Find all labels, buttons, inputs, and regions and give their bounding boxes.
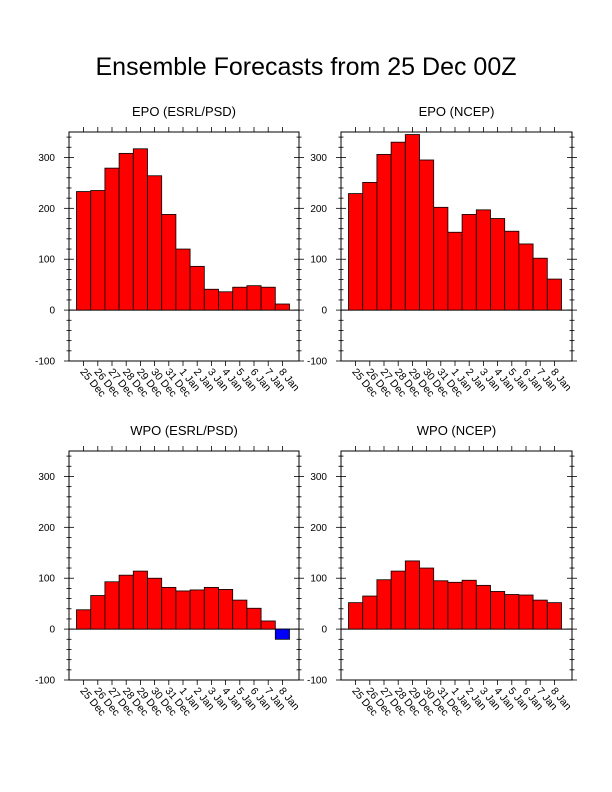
bar-8-jan <box>546 602 562 630</box>
bar-2-jan <box>461 579 477 630</box>
bar-2-jan <box>189 589 205 630</box>
plot-frame <box>68 450 300 681</box>
y-tick-label: -100 <box>307 676 327 687</box>
y-tick-label: 200 <box>38 204 55 215</box>
bar-27-dec <box>376 579 392 630</box>
bar-25-dec <box>76 191 92 311</box>
bar-30-dec <box>419 567 435 630</box>
bar-8-jan <box>546 278 562 311</box>
bar-29-dec <box>404 560 420 630</box>
bar-25-dec <box>348 193 364 311</box>
y-tick-label: 300 <box>310 153 327 164</box>
bar-25-dec <box>76 609 92 630</box>
figure-title: Ensemble Forecasts from 25 Dec 00Z <box>96 53 517 81</box>
y-tick-label: 0 <box>321 625 327 636</box>
bar-8-jan <box>274 303 290 311</box>
bar-1-jan <box>447 581 463 630</box>
bar-4-jan <box>218 589 234 630</box>
bar-30-dec <box>419 159 435 311</box>
y-tick-label: 300 <box>38 472 55 483</box>
bar-28-dec <box>390 141 406 311</box>
y-tick-label: -100 <box>35 676 55 687</box>
bar-1-jan <box>175 248 191 311</box>
y-tick-label: 300 <box>310 472 327 483</box>
bar-7-jan <box>260 286 276 311</box>
bar-5-jan <box>232 599 248 630</box>
bar-29-dec <box>132 570 148 630</box>
bar-4-jan <box>218 291 234 311</box>
bar-4-jan <box>490 218 506 311</box>
y-tick-label: 100 <box>38 255 55 266</box>
bar-31-dec <box>433 580 449 630</box>
bar-28-dec <box>390 570 406 630</box>
bar-26-dec <box>90 190 106 311</box>
bar-5-jan <box>232 286 248 311</box>
y-tick-label: 0 <box>49 306 55 317</box>
plot-frame <box>340 131 573 362</box>
y-tick-label: 300 <box>38 153 55 164</box>
y-tick-label: 100 <box>310 574 327 585</box>
bar-29-dec <box>132 148 148 311</box>
bar-8-jan <box>274 628 290 640</box>
panel-title: EPO (ESRL/PSD) <box>132 104 236 119</box>
bar-31-dec <box>433 206 449 311</box>
panel-title: WPO (NCEP) <box>417 423 496 438</box>
bar-7-jan <box>532 599 548 630</box>
bar-30-dec <box>147 175 163 311</box>
y-tick-label: 100 <box>310 255 327 266</box>
bar-25-dec <box>348 602 364 630</box>
plot-frame <box>340 450 573 681</box>
bar-30-dec <box>147 577 163 630</box>
bar-2-jan <box>461 214 477 311</box>
bar-31-dec <box>161 214 177 311</box>
bar-3-jan <box>203 288 219 311</box>
bar-28-dec <box>118 152 134 311</box>
bar-29-dec <box>404 134 420 311</box>
y-tick-label: -100 <box>307 357 327 368</box>
bar-26-dec <box>90 595 106 630</box>
bar-7-jan <box>532 257 548 311</box>
y-tick-label: -100 <box>35 357 55 368</box>
panel-title: WPO (ESRL/PSD) <box>130 423 238 438</box>
y-tick-label: 200 <box>310 204 327 215</box>
y-tick-label: 0 <box>49 625 55 636</box>
bar-27-dec <box>104 167 120 311</box>
bar-6-jan <box>518 594 534 630</box>
bar-1-jan <box>175 590 191 630</box>
bar-1-jan <box>447 231 463 311</box>
panel-title: EPO (NCEP) <box>419 104 495 119</box>
bar-26-dec <box>362 595 378 630</box>
bar-27-dec <box>376 153 392 311</box>
bar-6-jan <box>518 243 534 311</box>
bar-6-jan <box>246 285 262 311</box>
bar-2-jan <box>189 265 205 311</box>
bar-5-jan <box>504 594 520 630</box>
bar-28-dec <box>118 574 134 630</box>
bar-3-jan <box>203 586 219 630</box>
y-tick-label: 200 <box>38 523 55 534</box>
y-tick-label: 100 <box>38 574 55 585</box>
plot-frame <box>68 131 300 362</box>
bar-3-jan <box>475 209 491 311</box>
bar-31-dec <box>161 586 177 630</box>
y-tick-label: 200 <box>310 523 327 534</box>
bar-7-jan <box>260 620 276 630</box>
bar-26-dec <box>362 181 378 311</box>
bar-5-jan <box>504 230 520 311</box>
y-tick-label: 0 <box>321 306 327 317</box>
bar-6-jan <box>246 607 262 630</box>
bar-27-dec <box>104 581 120 630</box>
bar-4-jan <box>490 591 506 630</box>
bar-3-jan <box>475 584 491 630</box>
